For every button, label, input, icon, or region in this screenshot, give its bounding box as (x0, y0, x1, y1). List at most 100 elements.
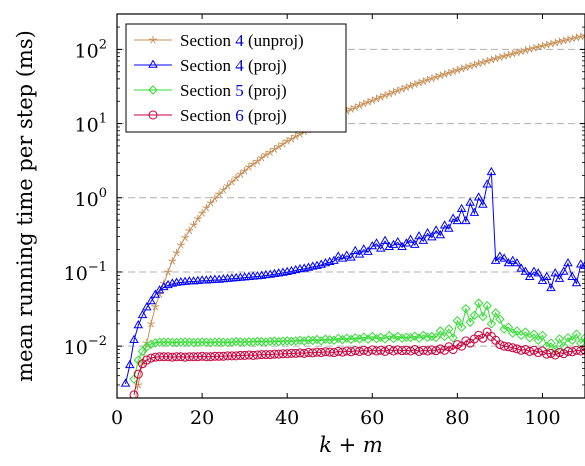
data-point (436, 71, 445, 80)
data-point (516, 263, 526, 272)
data-point (129, 334, 139, 344)
data-point (388, 239, 399, 248)
data-point (423, 75, 432, 84)
data-point (516, 345, 526, 355)
data-point (568, 34, 577, 43)
data-point (461, 215, 471, 225)
data-point (239, 337, 250, 347)
plot-frame (116, 13, 585, 399)
data-point (223, 181, 232, 190)
data-point (244, 162, 253, 171)
legend-label: Section 6 (proj) (180, 106, 287, 125)
data-point (563, 346, 573, 356)
data-point (329, 335, 339, 345)
data-point (406, 346, 416, 356)
data-point (227, 351, 237, 361)
data-point (533, 268, 543, 277)
data-point (444, 324, 454, 334)
data-point (371, 238, 382, 247)
data-point (376, 345, 386, 355)
data-point (291, 132, 300, 141)
data-point (482, 301, 492, 311)
data-point (551, 38, 560, 47)
data-point (576, 32, 585, 41)
legend-label: Section 4 (unproj) (180, 31, 304, 50)
data-point (155, 290, 164, 298)
data-point (427, 232, 437, 241)
data-point (249, 160, 258, 168)
data-point (422, 332, 433, 342)
data-point (167, 352, 177, 362)
data-point (517, 47, 526, 55)
data-point (504, 50, 513, 59)
data-point (231, 336, 241, 347)
data-point (508, 49, 517, 58)
data-point (449, 67, 458, 76)
data-point (244, 336, 254, 347)
data-point (375, 243, 386, 252)
data-point (223, 351, 233, 361)
data-point (491, 54, 500, 63)
data-point (534, 42, 543, 51)
data-point (537, 275, 548, 284)
data-point (299, 348, 309, 358)
data-point (415, 78, 424, 87)
data-point (524, 271, 535, 280)
data-point (286, 336, 297, 347)
data-point (261, 350, 271, 360)
data-point (126, 416, 134, 423)
data-point (432, 73, 441, 81)
data-point (261, 150, 270, 159)
data-point (529, 329, 539, 339)
data-point (473, 298, 484, 308)
data-point (388, 333, 399, 344)
data-point (533, 335, 543, 345)
data-point (274, 349, 284, 359)
data-point (308, 335, 318, 346)
data-point (555, 37, 564, 46)
data-point (559, 36, 568, 45)
data-point (572, 33, 581, 42)
data-point (248, 337, 258, 347)
data-point (184, 337, 195, 347)
data-point (142, 355, 152, 365)
data-point (571, 277, 582, 287)
data-point (142, 342, 152, 352)
data-point (359, 345, 369, 355)
data-point (546, 338, 556, 348)
data-point (402, 83, 411, 91)
x-tick-label: 20 (190, 407, 214, 429)
data-point (444, 68, 453, 77)
data-point (542, 349, 552, 359)
data-point (503, 258, 514, 267)
data-point (512, 48, 521, 57)
data-point (422, 227, 433, 237)
data-point (252, 350, 262, 360)
legend-box (125, 23, 347, 133)
data-point (286, 348, 296, 358)
data-point (367, 345, 377, 355)
data-point (244, 350, 254, 360)
data-point (346, 334, 356, 345)
data-point (431, 332, 441, 343)
data-point (525, 346, 535, 356)
data-point (235, 350, 245, 360)
data-point (163, 352, 173, 362)
data-point (474, 59, 483, 68)
data-point (235, 337, 246, 347)
data-point (146, 295, 156, 305)
data-point (495, 251, 505, 260)
data-point (120, 378, 131, 387)
data-point (350, 245, 361, 255)
data-point (427, 74, 436, 82)
data-point (363, 346, 373, 356)
data-point (452, 215, 463, 225)
data-point (337, 335, 348, 345)
data-point (197, 337, 207, 347)
data-point (439, 220, 450, 229)
data-point (520, 345, 530, 355)
data-point (320, 347, 330, 357)
data-point (355, 346, 365, 356)
data-point (150, 352, 160, 362)
data-point (151, 302, 160, 311)
